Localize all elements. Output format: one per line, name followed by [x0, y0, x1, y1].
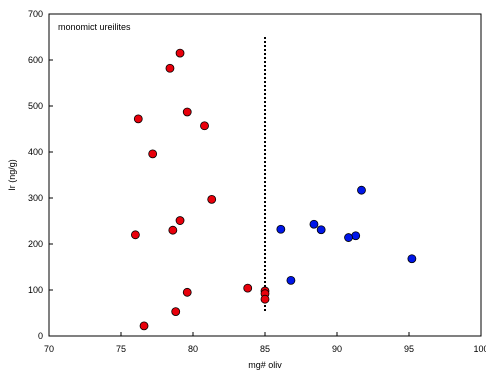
data-points: [130, 48, 417, 331]
red-data-point: [165, 63, 175, 73]
blue-data-point: [351, 231, 361, 241]
y-tick-label: 0: [38, 331, 43, 341]
x-axis: 70 75 80 85 90 95 100: [44, 332, 486, 354]
red-data-point: [200, 121, 209, 131]
red-data-point: [243, 283, 253, 293]
blue-data-point: [276, 224, 286, 234]
x-tick-label: 95: [404, 344, 414, 354]
red-data-point: [260, 294, 270, 304]
red-data-point: [148, 149, 158, 159]
red-data-point: [130, 230, 140, 240]
y-tick-label: 100: [28, 285, 43, 295]
red-data-point: [182, 107, 192, 117]
red-data-point: [171, 307, 181, 317]
red-data-point: [207, 194, 217, 204]
x-tick-label: 70: [44, 344, 54, 354]
y-tick-label: 600: [28, 55, 43, 65]
x-tick-label: 90: [332, 344, 342, 354]
blue-data-point: [286, 275, 296, 285]
blue-data-point: [309, 219, 319, 229]
y-tick-label: 700: [28, 9, 43, 19]
y-tick-label: 400: [28, 147, 43, 157]
x-tick-label: 80: [188, 344, 198, 354]
red-data-point: [133, 114, 143, 124]
blue-data-point: [316, 225, 326, 235]
chart-annotation: monomict ureilites: [58, 22, 131, 32]
x-tick-label: 85: [260, 344, 270, 354]
x-tick-label: 75: [116, 344, 126, 354]
blue-data-point: [344, 233, 353, 242]
y-tick-label: 300: [28, 193, 43, 203]
y-tick-label: 200: [28, 239, 43, 249]
y-axis-label: Ir (ng/g): [7, 159, 17, 191]
y-tick-label: 500: [28, 101, 43, 111]
blue-data-point: [357, 185, 366, 195]
x-axis-label: mg# oliv: [248, 360, 282, 370]
y-axis: 0 100 200 300 400 500 600 700: [28, 9, 53, 341]
red-data-point: [175, 216, 185, 225]
x-tick-label: 100: [473, 344, 486, 354]
red-data-point: [139, 321, 149, 331]
red-data-point: [175, 48, 185, 58]
blue-data-point: [407, 254, 417, 264]
red-data-point: [168, 225, 178, 235]
red-data-point: [182, 287, 192, 297]
